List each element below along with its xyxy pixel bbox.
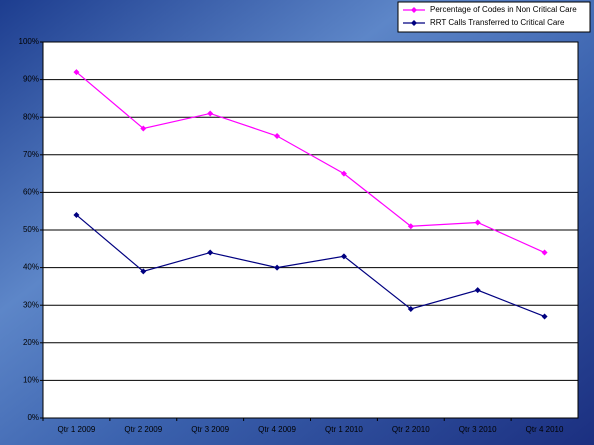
y-tick-label: 0% (27, 413, 39, 422)
legend (397, 1, 591, 33)
x-tick-label: Qtr 3 2010 (459, 425, 497, 434)
y-tick-label: 40% (23, 263, 39, 272)
x-tick-label: Qtr 2 2010 (392, 425, 430, 434)
marker (541, 313, 548, 320)
y-tick-label: 30% (23, 300, 39, 309)
y-tick-label: 70% (23, 150, 39, 159)
marker (274, 264, 281, 271)
x-tick-label: Qtr 1 2010 (325, 425, 363, 434)
y-tick-label: 100% (19, 37, 39, 46)
marker (207, 110, 214, 117)
y-tick-label: 20% (23, 338, 39, 347)
x-tick-label: Qtr 3 2009 (191, 425, 229, 434)
x-tick-label: Qtr 4 2009 (258, 425, 296, 434)
legend-marker (411, 7, 417, 13)
y-tick-label: 60% (23, 188, 39, 197)
marker (407, 223, 414, 230)
x-tick-label: Qtr 1 2009 (58, 425, 96, 434)
marker (73, 211, 80, 218)
y-tick-label: 10% (23, 376, 39, 385)
marker (474, 287, 481, 294)
marker (340, 253, 347, 260)
marker (474, 219, 481, 226)
series-line (76, 71, 545, 254)
x-tick-label: Qtr 2 2009 (124, 425, 162, 434)
marker (407, 305, 414, 312)
marker (73, 69, 80, 76)
y-tick-label: 80% (23, 112, 39, 121)
legend-marker (411, 20, 417, 26)
y-tick-label: 50% (23, 225, 39, 234)
legend-label: Percentage of Codes in Non Critical Care (430, 5, 577, 14)
marker (340, 170, 347, 177)
marker (140, 125, 147, 132)
marker (140, 268, 147, 275)
y-tick-label: 90% (23, 75, 39, 84)
series-line (76, 214, 545, 318)
marker (274, 133, 281, 139)
marker (207, 249, 214, 256)
marker (541, 249, 548, 256)
x-tick-label: Qtr 4 2010 (526, 425, 564, 434)
legend-label: RRT Calls Transferred to Critical Care (430, 18, 565, 27)
